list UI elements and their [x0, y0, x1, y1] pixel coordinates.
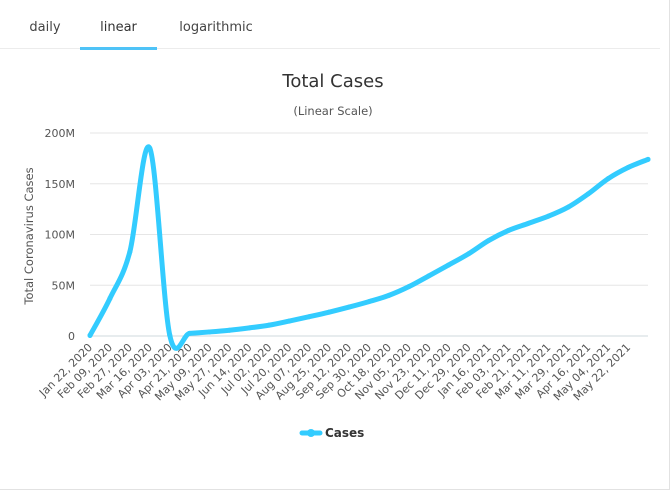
data-point[interactable]	[187, 330, 193, 336]
data-point[interactable]	[207, 329, 213, 335]
data-point[interactable]	[266, 322, 272, 328]
tab-linear-label: linear	[100, 20, 137, 35]
data-point[interactable]	[147, 145, 153, 151]
series-group	[87, 144, 651, 351]
data-point[interactable]	[246, 325, 252, 331]
chart-title: Total Cases	[281, 71, 383, 92]
data-point[interactable]	[585, 191, 591, 197]
tab-daily[interactable]: daily	[14, 0, 76, 48]
data-point[interactable]	[565, 204, 571, 210]
data-point[interactable]	[525, 220, 531, 226]
tab-linear[interactable]: linear	[80, 0, 157, 50]
data-point[interactable]	[366, 299, 372, 305]
data-point[interactable]	[227, 327, 232, 333]
tab-logarithmic-label: logarithmic	[179, 20, 253, 35]
data-point[interactable]	[87, 332, 93, 338]
data-point[interactable]	[545, 213, 551, 219]
y-axis-title: Total Coronavirus Cases	[22, 167, 36, 305]
data-point[interactable]	[426, 273, 432, 279]
tab-logarithmic[interactable]: logarithmic	[168, 0, 264, 48]
data-point[interactable]	[645, 156, 651, 162]
data-point[interactable]	[386, 292, 392, 298]
data-point[interactable]	[486, 238, 492, 244]
data-point[interactable]	[286, 318, 292, 324]
active-tab-indicator	[80, 47, 157, 50]
data-point[interactable]	[446, 262, 452, 268]
data-point[interactable]	[306, 314, 312, 320]
y-tick-label: 150M	[45, 178, 76, 191]
data-point[interactable]	[506, 227, 511, 233]
y-tick-label: 100M	[45, 229, 76, 242]
y-tick-label: 200M	[45, 127, 76, 140]
data-point[interactable]	[167, 332, 173, 338]
series-line-cases[interactable]	[87, 144, 651, 351]
y-tick-label: 50M	[52, 279, 76, 292]
data-point[interactable]	[625, 165, 631, 171]
data-point[interactable]	[605, 176, 611, 182]
data-point[interactable]	[326, 309, 332, 315]
chart-tabs: daily linear logarithmic	[0, 0, 660, 50]
y-axis-ticks: 0 50M 100M 150M 200M	[45, 127, 76, 343]
chart-subtitle: (Linear Scale)	[293, 104, 372, 118]
legend[interactable]: Cases	[299, 426, 364, 440]
data-point[interactable]	[107, 295, 113, 301]
legend-marker	[307, 429, 315, 437]
data-point[interactable]	[346, 304, 352, 310]
legend-label: Cases	[325, 426, 364, 440]
y-tick-label: 0	[68, 330, 75, 343]
data-point[interactable]	[406, 284, 412, 290]
data-point[interactable]	[127, 249, 133, 255]
grid-lines	[90, 132, 648, 337]
data-point[interactable]	[466, 251, 472, 257]
tab-daily-label: daily	[29, 20, 61, 35]
